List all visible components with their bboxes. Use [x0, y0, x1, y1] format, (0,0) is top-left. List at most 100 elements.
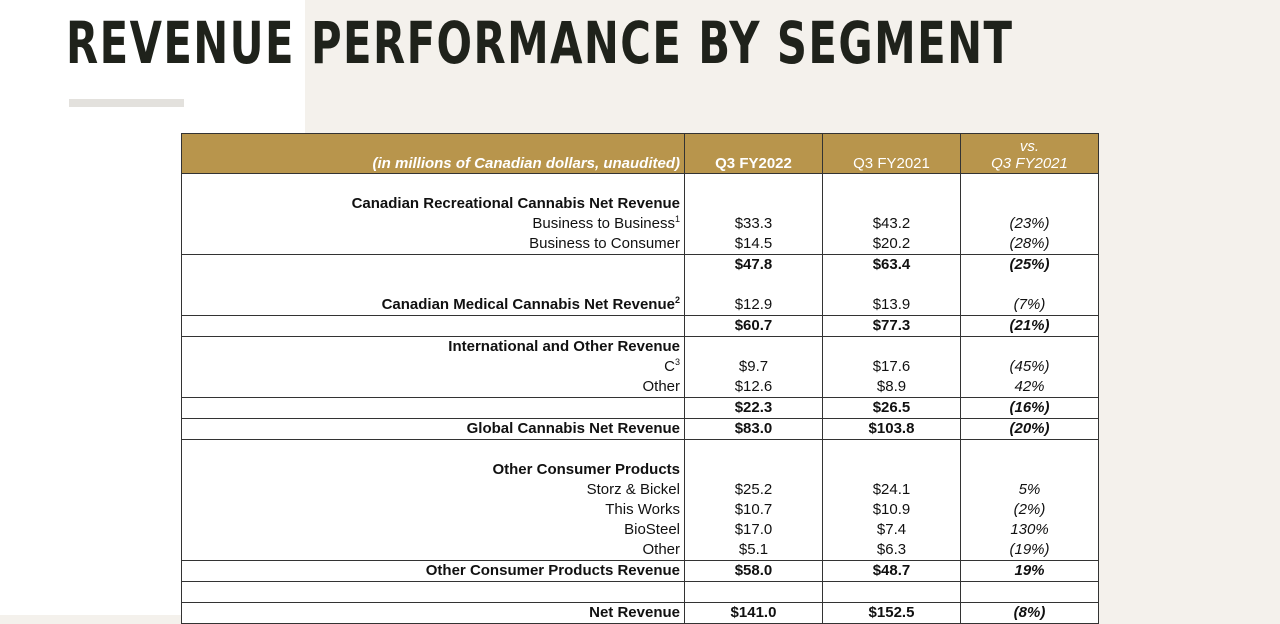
- change-value: [960, 336, 1099, 357]
- row-label: Global Cannabis Net Revenue: [181, 418, 685, 440]
- row-label-text: Canadian Recreational Cannabis Net Reven…: [351, 195, 680, 212]
- row-label: Canadian Medical Cannabis Net Revenue2: [181, 295, 685, 316]
- q3-fy2022-value: $47.8: [684, 254, 823, 275]
- q3-fy2022-value: [684, 460, 823, 480]
- vs-q3-fy2021-header: vs. Q3 FY2021: [960, 133, 1099, 174]
- q3-fy2022-value: $25.2: [684, 480, 823, 500]
- table-row: [181, 581, 1099, 603]
- q3-fy2021-value: $24.1: [822, 480, 961, 500]
- footnote-marker: 2: [674, 295, 680, 305]
- vs-label: vs.: [1019, 138, 1040, 155]
- row-label: [181, 254, 685, 275]
- row-label-text: C: [664, 358, 675, 375]
- table-row: $22.3 $26.5 (16%): [181, 397, 1099, 419]
- row-label: Other: [181, 540, 685, 561]
- table-row: Canadian Recreational Cannabis Net Reven…: [181, 194, 1099, 214]
- q3-fy2021-header: Q3 FY2021: [822, 133, 961, 174]
- q3-fy2021-value: $20.2: [822, 234, 961, 255]
- q3-fy2022-value: $12.9: [684, 295, 823, 316]
- table-row: $47.8 $63.4 (25%): [181, 254, 1099, 275]
- q3-fy2022-value: $33.3: [684, 214, 823, 234]
- row-label-text: Net Revenue: [589, 604, 680, 621]
- table-row: Business to Business1 $33.3 $43.2 (23%): [181, 214, 1099, 234]
- row-label: C3: [181, 357, 685, 377]
- q3-fy2022-value: [684, 173, 823, 194]
- row-label-text: Other: [642, 378, 680, 395]
- change-value: [960, 194, 1099, 214]
- table-row: [181, 173, 1099, 194]
- table-row: Canadian Medical Cannabis Net Revenue2 $1…: [181, 295, 1099, 316]
- row-label: Other: [181, 377, 685, 398]
- table-row: $60.7 $77.3 (21%): [181, 315, 1099, 337]
- q3-fy2022-value: $83.0: [684, 418, 823, 440]
- table-row: C3 $9.7 $17.6 (45%): [181, 357, 1099, 377]
- footnote-marker: 1: [674, 214, 680, 224]
- q3-fy2021-value: $6.3: [822, 540, 961, 561]
- row-label: [181, 397, 685, 419]
- q3-fy2021-value: $152.5: [822, 602, 961, 624]
- row-label: Other Consumer Products: [181, 460, 685, 480]
- table-row: Other Consumer Products: [181, 460, 1099, 480]
- change-value: (23%): [960, 214, 1099, 234]
- q3-fy2021-value: [822, 460, 961, 480]
- change-value: (20%): [960, 418, 1099, 440]
- change-value: (8%): [960, 602, 1099, 624]
- unit-note-header: (in millions of Canadian dollars, unaudi…: [181, 133, 685, 174]
- q3-fy2021-value: $63.4: [822, 254, 961, 275]
- row-label: Storz & Bickel: [181, 480, 685, 500]
- change-value: [960, 581, 1099, 603]
- table-row: Storz & Bickel $25.2 $24.1 5%: [181, 480, 1099, 500]
- row-label: Canadian Recreational Cannabis Net Reven…: [181, 194, 685, 214]
- row-label-text: This Works: [605, 501, 680, 518]
- q3-fy2022-value: $60.7: [684, 315, 823, 337]
- q3-fy2021-value: $10.9: [822, 500, 961, 520]
- row-label: Other Consumer Products Revenue: [181, 560, 685, 582]
- q3-fy2022-value: [684, 581, 823, 603]
- q3-fy2021-value: $8.9: [822, 377, 961, 398]
- q3-fy2022-value: [684, 336, 823, 357]
- q3-fy2021-value: [822, 439, 961, 460]
- table-row: Other $5.1 $6.3 (19%): [181, 540, 1099, 561]
- q3-fy2021-value: $77.3: [822, 315, 961, 337]
- change-value: (21%): [960, 315, 1099, 337]
- row-label-text: Global Cannabis Net Revenue: [466, 420, 680, 437]
- table-row: BioSteel $17.0 $7.4 130%: [181, 520, 1099, 540]
- row-label: [181, 581, 685, 603]
- row-label: Net Revenue: [181, 602, 685, 624]
- vs-period-label: Q3 FY2021: [991, 155, 1068, 172]
- q3-fy2021-value: $7.4: [822, 520, 961, 540]
- table-row: Other Consumer Products Revenue $58.0 $48.…: [181, 560, 1099, 582]
- change-value: 5%: [960, 480, 1099, 500]
- q3-fy2022-value: $5.1: [684, 540, 823, 561]
- table-row: This Works $10.7 $10.9 (2%): [181, 500, 1099, 520]
- q3-fy2021-value: $17.6: [822, 357, 961, 377]
- change-value: (28%): [960, 234, 1099, 255]
- q3-fy2022-value: $10.7: [684, 500, 823, 520]
- q3-fy2022-value: [684, 275, 823, 295]
- row-label: [181, 439, 685, 460]
- revenue-table: (in millions of Canadian dollars, unaudi…: [181, 133, 1099, 624]
- table-row: Other $12.6 $8.9 42%: [181, 377, 1099, 398]
- q3-fy2022-header: Q3 FY2022: [684, 133, 823, 174]
- change-value: (19%): [960, 540, 1099, 561]
- page-title: REVENUE PERFORMANCE BY SEGMENT: [66, 9, 1014, 77]
- q3-fy2021-value: $43.2: [822, 214, 961, 234]
- q3-fy2021-value: [822, 275, 961, 295]
- q3-fy2021-value: $13.9: [822, 295, 961, 316]
- change-value: [960, 173, 1099, 194]
- footnote-marker: 3: [674, 357, 680, 367]
- q3-fy2022-value: $141.0: [684, 602, 823, 624]
- row-label-text: Other: [642, 541, 680, 558]
- row-label: Business to Consumer: [181, 234, 685, 255]
- change-value: (45%): [960, 357, 1099, 377]
- row-label-text: Other Consumer Products Revenue: [425, 562, 680, 579]
- q3-fy2021-value: [822, 194, 961, 214]
- q3-fy2022-value: $9.7: [684, 357, 823, 377]
- row-label: [181, 275, 685, 295]
- change-value: (2%): [960, 500, 1099, 520]
- q3-fy2021-value: $26.5: [822, 397, 961, 419]
- change-value: 42%: [960, 377, 1099, 398]
- table-row: [181, 439, 1099, 460]
- q3-fy2022-value: $22.3: [684, 397, 823, 419]
- q3-fy2021-value: [822, 581, 961, 603]
